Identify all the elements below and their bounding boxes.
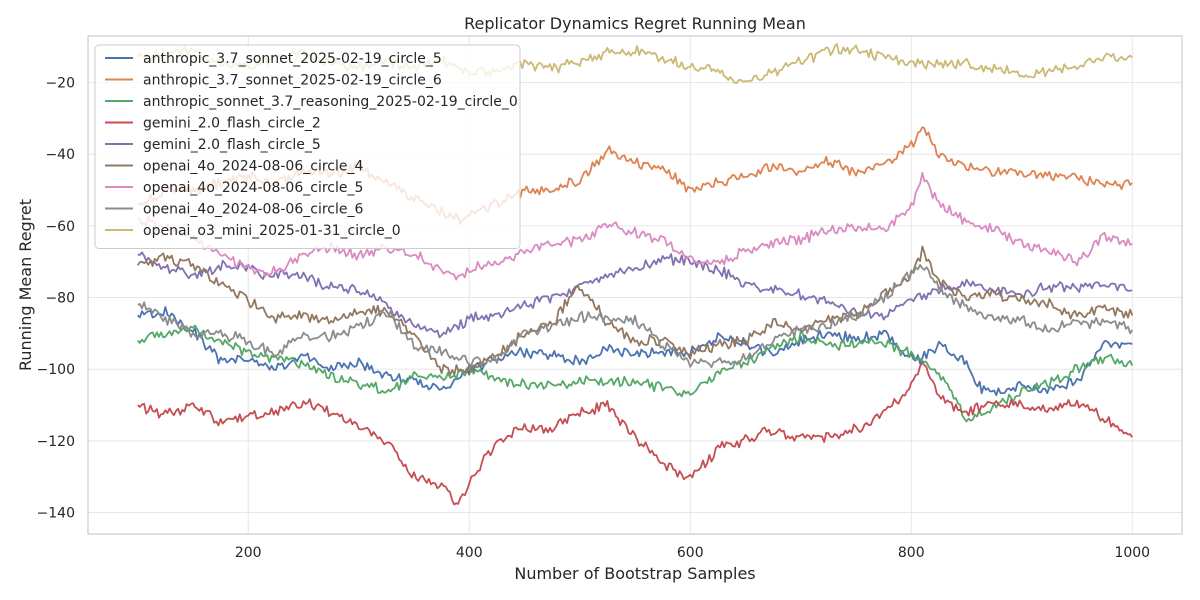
- x-axis-ticks: 200 400 600 800 1000: [235, 545, 1150, 561]
- y-tick-label: −20: [45, 76, 75, 92]
- y-tick-label: −40: [45, 147, 75, 163]
- x-tick-label: 600: [677, 545, 704, 561]
- x-tick-label: 400: [456, 545, 483, 561]
- series-line-1: [137, 306, 1133, 397]
- chart-title: Replicator Dynamics Regret Running Mean: [464, 14, 806, 33]
- legend-label: anthropic_sonnet_3.7_reasoning_2025-02-1…: [143, 94, 518, 110]
- plot-frame: [87, 35, 1183, 535]
- series-line-6: [136, 245, 1134, 376]
- series-line-3: [137, 324, 1134, 423]
- series-line-5: [137, 251, 1133, 339]
- y-tick-label: −80: [45, 291, 75, 307]
- legend-label: openai_4o_2024-08-06_circle_5: [143, 180, 363, 196]
- legend-label: openai_o3_mini_2025-01-31_circle_0: [143, 223, 401, 239]
- legend-label: anthropic_3.7_sonnet_2025-02-19_circle_5: [143, 51, 442, 67]
- legend-box: [94, 44, 521, 249]
- legend-label: openai_4o_2024-08-06_circle_4: [143, 159, 363, 175]
- y-axis-title: Running Mean Regret: [16, 199, 35, 371]
- y-tick-label: −140: [37, 506, 75, 522]
- x-tick-label: 200: [235, 545, 262, 561]
- y-tick-label: −120: [37, 434, 75, 450]
- x-tick-label: 800: [898, 545, 925, 561]
- y-tick-label: −60: [45, 219, 75, 235]
- series-line-8: [137, 263, 1134, 369]
- series-line-7: [137, 171, 1133, 281]
- x-axis-title: Number of Bootstrap Samples: [514, 564, 755, 583]
- y-tick-label: −100: [37, 362, 75, 378]
- x-tick-label: 1000: [1114, 545, 1150, 561]
- legend-label: openai_4o_2024-08-06_circle_6: [143, 202, 363, 218]
- series-line-4: [137, 361, 1134, 506]
- y-axis-ticks: −140 −120 −100 −80 −60 −40 −20: [37, 76, 75, 522]
- legend-label: gemini_2.0_flash_circle_5: [143, 137, 321, 153]
- legend: anthropic_3.7_sonnet_2025-02-19_circle_5…: [94, 44, 521, 249]
- legend-label: anthropic_3.7_sonnet_2025-02-19_circle_6: [143, 73, 442, 89]
- legend-label: gemini_2.0_flash_circle_2: [143, 116, 321, 132]
